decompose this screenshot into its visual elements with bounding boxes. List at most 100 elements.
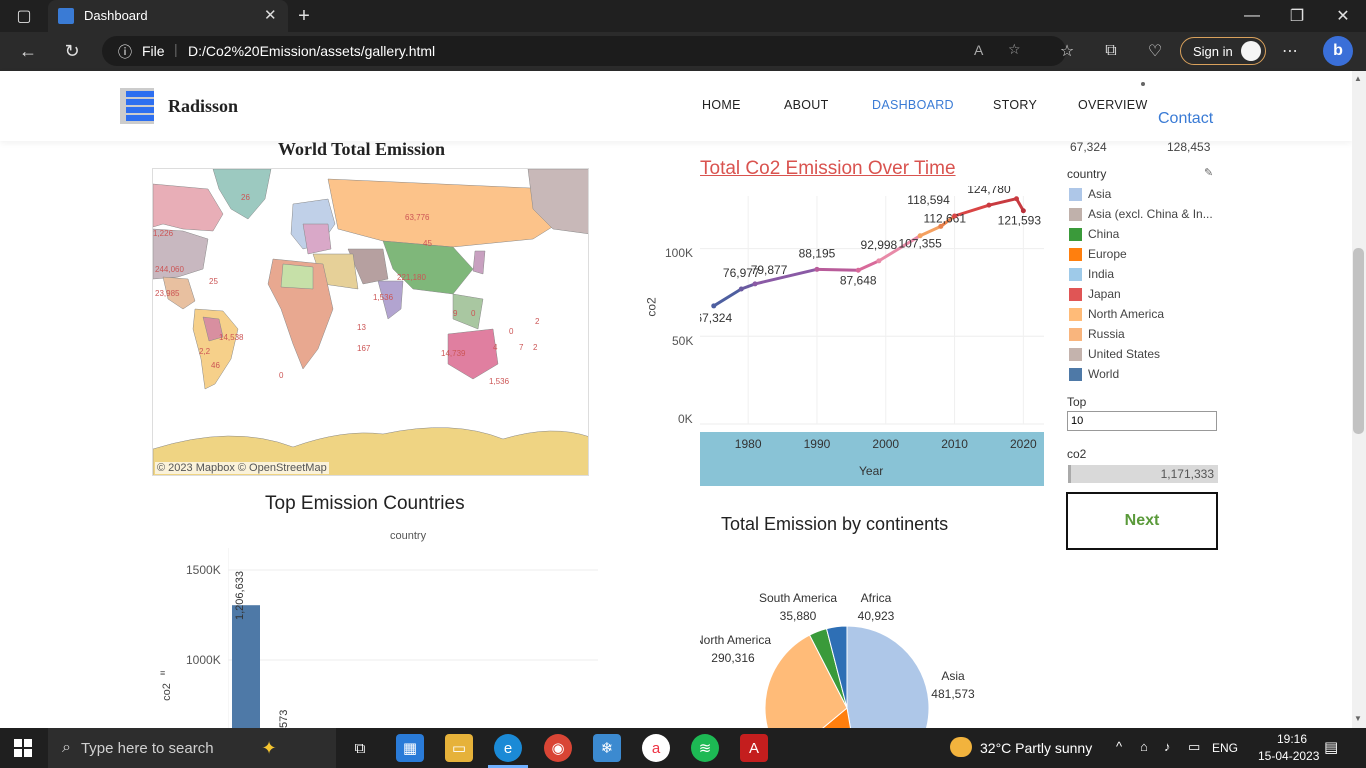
- volume-icon[interactable]: ♪: [1164, 739, 1171, 754]
- nav-home[interactable]: HOME: [702, 98, 741, 112]
- edge-icon[interactable]: e: [494, 734, 522, 762]
- pie-chart[interactable]: Asia 481,573 North America 290,316 South Ame…: [700, 570, 1040, 728]
- legend-swatch: [1069, 287, 1082, 301]
- browser-tab[interactable]: Dashboard ✕: [48, 0, 288, 32]
- australia-shape: [447, 328, 499, 380]
- map-label: 4: [493, 343, 498, 352]
- bar-chart[interactable]: 1,206,633 573: [227, 548, 598, 751]
- spotify-icon[interactable]: ≋: [691, 734, 719, 762]
- bar-chart-header: country: [390, 530, 427, 542]
- info-icon[interactable]: ⓘ: [118, 44, 132, 60]
- nav-overview[interactable]: OVERVIEW: [1078, 98, 1148, 112]
- legend-swatch: [1069, 307, 1082, 321]
- taskbar-search[interactable]: ⌕ Type here to search ✦: [48, 728, 336, 768]
- pie-value-label: 40,923: [858, 609, 895, 623]
- edit-pencil-icon[interactable]: ✎: [1204, 167, 1214, 179]
- legend-item[interactable]: Asia (excl. China & In...: [1069, 207, 1213, 221]
- nav-about[interactable]: ABOUT: [784, 98, 829, 112]
- clock-time[interactable]: 19:16: [1276, 732, 1308, 746]
- line-data-label: 107,355: [898, 237, 942, 251]
- line-chart-title[interactable]: Total Co2 Emission Over Time: [700, 158, 956, 179]
- read-aloud-icon[interactable]: A: [974, 42, 984, 58]
- start-icon[interactable]: [14, 739, 32, 757]
- legend-item[interactable]: Asia: [1069, 187, 1111, 201]
- weather-text[interactable]: 32°C Partly sunny: [980, 740, 1093, 756]
- weather-icon: [950, 737, 972, 757]
- store-icon[interactable]: ▦: [396, 734, 424, 762]
- next-button[interactable]: Next: [1066, 492, 1218, 550]
- sort-icon[interactable]: ≡: [160, 668, 166, 678]
- battery-icon[interactable]: ▭: [1188, 739, 1201, 754]
- task-view-icon[interactable]: ⧉: [354, 739, 366, 757]
- scroll-up-icon[interactable]: ▲: [1354, 74, 1362, 83]
- settings-menu-icon[interactable]: ⋯: [1282, 43, 1298, 60]
- favorite-add-icon[interactable]: ☆: [1008, 41, 1021, 57]
- legend-item[interactable]: Japan: [1069, 287, 1121, 301]
- legend-swatch: [1069, 327, 1082, 341]
- file-explorer-icon[interactable]: ▭: [445, 734, 473, 762]
- legend-item[interactable]: World: [1069, 367, 1119, 381]
- line-segment: [987, 197, 1018, 207]
- tray-chevron-icon[interactable]: ^: [1116, 739, 1123, 754]
- address-bar[interactable]: ⓘ File | D:/Co2%20Emission/assets/galler…: [102, 36, 1066, 66]
- nav-contact[interactable]: Contact: [1158, 110, 1214, 127]
- line-segment: [815, 267, 860, 272]
- notifications-icon[interactable]: ▤: [1324, 739, 1339, 756]
- app-icon[interactable]: ❄: [593, 734, 621, 762]
- sign-in-label: Sign in: [1193, 44, 1233, 59]
- top-label: Top: [1067, 395, 1087, 409]
- co2-slider[interactable]: 1,171,333: [1068, 465, 1218, 483]
- map-attribution[interactable]: © 2023 Mapbox © OpenStreetMap: [155, 462, 329, 474]
- app-a-icon[interactable]: a: [642, 734, 670, 762]
- restore-icon[interactable]: ❐: [1289, 8, 1305, 25]
- network-icon[interactable]: ⌂: [1140, 739, 1148, 754]
- performance-icon[interactable]: ♡: [1147, 43, 1163, 60]
- clock-date[interactable]: 15-04-2023: [1258, 749, 1320, 763]
- map-label: 63,776: [405, 213, 430, 222]
- tab-actions-icon[interactable]: ▢: [16, 8, 32, 25]
- map-label: 23,985: [155, 289, 180, 298]
- language-indicator[interactable]: ENG: [1212, 741, 1239, 755]
- close-window-icon[interactable]: ✕: [1336, 8, 1350, 25]
- legend-item[interactable]: Russia: [1069, 327, 1125, 341]
- line-data-label: 118,594: [907, 193, 950, 207]
- brand-name[interactable]: Radisson: [168, 96, 239, 116]
- nav-story[interactable]: STORY: [993, 98, 1038, 112]
- line-chart-xlabel: Year: [859, 464, 884, 478]
- chrome-icon[interactable]: ◉: [544, 734, 572, 762]
- line-data-label: 87,648: [840, 273, 877, 287]
- tab-close-icon[interactable]: ✕: [264, 7, 277, 24]
- legend-item[interactable]: United States: [1069, 347, 1160, 361]
- pie-category-label: South America: [759, 591, 837, 605]
- bar-chart-ylabel: co2: [160, 683, 173, 701]
- range-min: 67,324: [1070, 140, 1107, 154]
- sign-in-button[interactable]: Sign in: [1180, 37, 1266, 65]
- nav-dashboard[interactable]: DASHBOARD: [872, 98, 954, 112]
- line-segment: [877, 234, 922, 263]
- collections-icon[interactable]: ⧉: [1105, 42, 1117, 59]
- scroll-down-icon[interactable]: ▼: [1354, 714, 1362, 723]
- tab-title: Dashboard: [84, 8, 148, 23]
- world-map[interactable]: 26 63,776 1,226 244,060 25 221,180 14,73…: [152, 168, 589, 476]
- minimize-icon[interactable]: —: [1244, 7, 1260, 24]
- legend-item[interactable]: North America: [1069, 307, 1164, 321]
- legend-item[interactable]: Europe: [1069, 247, 1127, 261]
- favorites-icon[interactable]: ☆: [1059, 43, 1075, 60]
- refresh-icon[interactable]: ↻: [64, 40, 80, 61]
- acrobat-icon[interactable]: A: [740, 734, 768, 762]
- active-app-indicator: [488, 765, 528, 768]
- y-tick-0k: 0K: [678, 412, 693, 426]
- top-input[interactable]: [1067, 411, 1217, 431]
- scroll-thumb[interactable]: [1353, 248, 1364, 434]
- new-tab-icon[interactable]: +: [298, 4, 310, 27]
- legend-item[interactable]: China: [1069, 227, 1119, 241]
- x-tick-label: 2020: [1010, 437, 1037, 451]
- legend-item[interactable]: India: [1069, 267, 1114, 281]
- se-asia-shape: [452, 293, 484, 330]
- canada-shape: [153, 183, 224, 232]
- bing-icon[interactable]: b: [1323, 36, 1353, 66]
- url-text[interactable]: D:/Co2%20Emission/assets/gallery.html: [188, 43, 436, 59]
- back-icon[interactable]: ←: [19, 40, 37, 61]
- pie-chart-svg: Asia 481,573 North America 290,316 South Ame…: [700, 591, 975, 728]
